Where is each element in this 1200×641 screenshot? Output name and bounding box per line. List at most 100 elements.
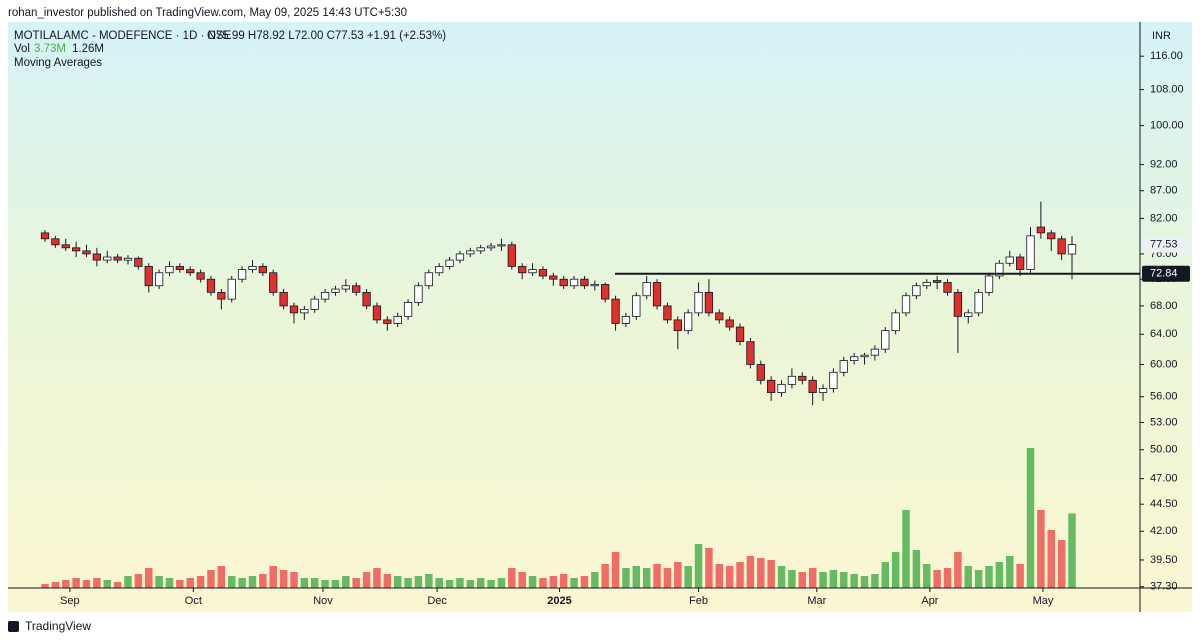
x-tick-label: 2025 bbox=[547, 595, 571, 607]
candle-body bbox=[92, 253, 102, 261]
chart-background bbox=[8, 22, 1192, 612]
plot-area bbox=[40, 201, 1140, 588]
candle-body bbox=[974, 291, 983, 314]
candle-body bbox=[777, 383, 786, 393]
y-tick-label: 108.00 bbox=[1150, 84, 1184, 96]
candle-body bbox=[1015, 256, 1025, 270]
volume-bar bbox=[1016, 564, 1024, 588]
candle-body bbox=[403, 302, 413, 317]
volume-bar bbox=[912, 550, 921, 588]
candle-body bbox=[621, 315, 631, 324]
candle-body bbox=[912, 285, 921, 297]
candle-body bbox=[860, 354, 869, 358]
volume-bar bbox=[310, 578, 319, 588]
candle-body bbox=[320, 291, 330, 300]
volume-bar bbox=[227, 576, 236, 588]
candle-body bbox=[424, 272, 433, 287]
volume-bar bbox=[466, 580, 475, 588]
candle-body bbox=[279, 291, 288, 307]
volume-bar bbox=[611, 552, 620, 588]
footer-brand: TradingView bbox=[25, 619, 91, 633]
candle-body bbox=[393, 315, 402, 324]
candle-body bbox=[549, 275, 558, 280]
candle-body bbox=[528, 269, 537, 274]
candle-body bbox=[40, 232, 50, 240]
last-price-label: 77.53 bbox=[1150, 239, 1178, 251]
indicator-label: Moving Averages bbox=[14, 57, 102, 69]
candle-body bbox=[289, 305, 299, 314]
candle-body bbox=[497, 244, 506, 247]
candle-body bbox=[756, 364, 765, 381]
candle-body bbox=[829, 371, 838, 389]
footer-logo: TradingView bbox=[8, 619, 91, 633]
currency-label: INR bbox=[1152, 30, 1171, 42]
candle-body bbox=[445, 259, 454, 267]
y-tick-label: 47.00 bbox=[1150, 473, 1178, 485]
candle-body bbox=[362, 291, 371, 307]
volume-bar bbox=[445, 580, 454, 588]
candle-body bbox=[684, 312, 693, 332]
candle-body bbox=[154, 272, 164, 287]
volume-bar bbox=[508, 568, 516, 588]
candle-body bbox=[123, 257, 133, 261]
volume-bar bbox=[165, 578, 174, 588]
volume-bar bbox=[850, 574, 858, 588]
candle-body bbox=[518, 265, 527, 274]
candle-body bbox=[507, 244, 516, 267]
candle-body bbox=[1036, 226, 1046, 234]
volume-bar bbox=[362, 572, 371, 588]
volume-bar bbox=[82, 580, 91, 588]
candle-body bbox=[922, 282, 931, 287]
volume-bar bbox=[902, 510, 910, 588]
logo-mark bbox=[8, 621, 19, 632]
volume-bar bbox=[248, 576, 257, 588]
candle-body bbox=[891, 312, 900, 332]
volume-bar bbox=[1006, 556, 1014, 588]
candle-body bbox=[818, 388, 828, 393]
support-price-box bbox=[1142, 265, 1190, 282]
candle-body bbox=[601, 284, 610, 300]
candle-body bbox=[943, 282, 952, 293]
y-tick-label: 60.00 bbox=[1150, 358, 1178, 370]
x-tick-label: Mar bbox=[807, 595, 826, 607]
candle-body bbox=[217, 291, 226, 300]
volume-bar bbox=[124, 576, 132, 588]
volume-bar bbox=[694, 544, 703, 588]
candle-body bbox=[331, 288, 340, 293]
candle-body bbox=[881, 330, 890, 350]
volume-bar bbox=[1068, 513, 1076, 588]
support-price-label: 72.84 bbox=[1150, 268, 1178, 280]
volume-bar bbox=[601, 564, 609, 588]
volume-ma-value: 1.26M bbox=[72, 43, 104, 55]
candle-body bbox=[435, 265, 444, 274]
volume-bar bbox=[891, 552, 900, 588]
volume-bar bbox=[632, 566, 641, 588]
volume-label: Vol bbox=[14, 43, 30, 55]
volume-bar bbox=[559, 574, 568, 588]
candle-body bbox=[196, 272, 205, 280]
candle-body bbox=[103, 256, 112, 261]
volume-bar bbox=[393, 576, 402, 588]
candle-body bbox=[995, 262, 1004, 277]
volume-bar bbox=[954, 552, 962, 588]
y-tick-label: 42.00 bbox=[1150, 525, 1178, 537]
candle-body bbox=[964, 312, 973, 317]
candle-body bbox=[984, 275, 994, 293]
candle-body bbox=[746, 341, 755, 365]
volume-bar bbox=[476, 578, 485, 588]
candle-body bbox=[798, 375, 807, 381]
candle-body bbox=[538, 269, 548, 277]
volume-bar bbox=[103, 580, 111, 588]
candle-body bbox=[1005, 256, 1014, 264]
volume-bar bbox=[259, 574, 267, 588]
candle-body bbox=[652, 282, 662, 307]
candle-body bbox=[134, 257, 143, 267]
candle-body bbox=[735, 326, 745, 343]
volume-bar bbox=[528, 576, 537, 588]
symbol-title: MOTILALAMC - MODEFENCE · 1D · NSE bbox=[14, 30, 232, 42]
candle-body bbox=[870, 348, 880, 356]
volume-bar bbox=[767, 560, 775, 588]
volume-bar bbox=[923, 564, 931, 588]
